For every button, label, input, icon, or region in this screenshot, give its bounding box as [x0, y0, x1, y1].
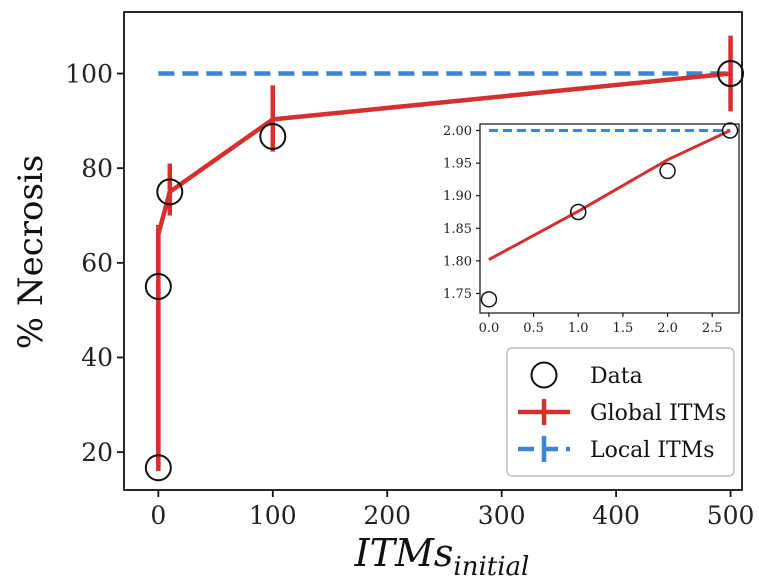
inset-y-tick-label: 1.75: [443, 287, 472, 302]
inset-plot: 0.0 0.5 1.0 1.5 2.0 2.5 1.75 1.80 1.85 1.90 1.95 2.…: [443, 122, 740, 336]
main-y-tick-label: 40: [81, 343, 113, 372]
main-y-tick-label: 20: [81, 438, 113, 467]
inset-y-tick-label: 1.95: [443, 157, 472, 172]
inset-data-point: [659, 162, 676, 180]
y-axis-label: % Necrosis: [11, 155, 51, 350]
legend: Data Global ITMs Local ITMs: [506, 347, 735, 477]
legend-label: Global ITMs: [590, 401, 726, 426]
main-x-tick-label: 100: [249, 501, 297, 530]
main-data-point: [144, 454, 172, 482]
inset-frame: [479, 123, 740, 314]
x-axis-label-subscript: initial: [453, 552, 529, 582]
inset-y-tick-label: 1.80: [443, 254, 472, 269]
main-y-tick-label: 100: [65, 59, 113, 88]
legend-item: Global ITMs: [518, 399, 726, 426]
inset-x-tick-label: 1.5: [613, 321, 634, 336]
main-x-tick-label: 400: [592, 501, 640, 530]
x-axis-label-main: ITMs: [354, 531, 454, 575]
inset-data-point: [721, 122, 739, 139]
axis-labels: % Necrosis ITMsinitial: [11, 155, 529, 582]
inset-x-tick-label: 2.0: [657, 321, 678, 336]
legend-frame: [506, 347, 735, 477]
inset-y-tick-label: 2.00: [443, 124, 472, 139]
main-data-point: [156, 178, 184, 206]
inset-y-tick-label: 1.90: [443, 189, 472, 204]
legend-label: Data: [590, 364, 643, 389]
legend-item: Data: [530, 361, 643, 389]
inset-series-global-itms: [488, 129, 731, 261]
main-x-tick-label: 200: [363, 501, 411, 530]
x-axis-label: ITMsinitial: [354, 531, 530, 582]
legend-item: Local ITMs: [518, 436, 715, 463]
inset-x-tick-label: 1.0: [568, 321, 589, 336]
inset-data-point: [569, 203, 587, 221]
main-x-tick-label: 500: [707, 501, 755, 530]
main-data-point: [717, 60, 745, 88]
inset-x-tick-label: 0.0: [479, 321, 500, 336]
main-x-tick-label: 0: [150, 501, 166, 530]
legend-data-icon: [530, 361, 558, 389]
inset-x-tick-label: 0.5: [523, 321, 544, 336]
inset-y-tick-label: 1.85: [443, 222, 472, 237]
main-data-point: [259, 122, 287, 150]
main-y-tick-label: 80: [81, 154, 113, 183]
main-y-tick-label: 60: [81, 249, 113, 278]
inset-data-point: [480, 291, 498, 308]
main-data-point: [144, 272, 172, 300]
legend-label: Local ITMs: [590, 438, 715, 463]
inset-x-tick-label: 2.5: [702, 321, 723, 336]
main-x-tick-label: 300: [478, 501, 526, 530]
